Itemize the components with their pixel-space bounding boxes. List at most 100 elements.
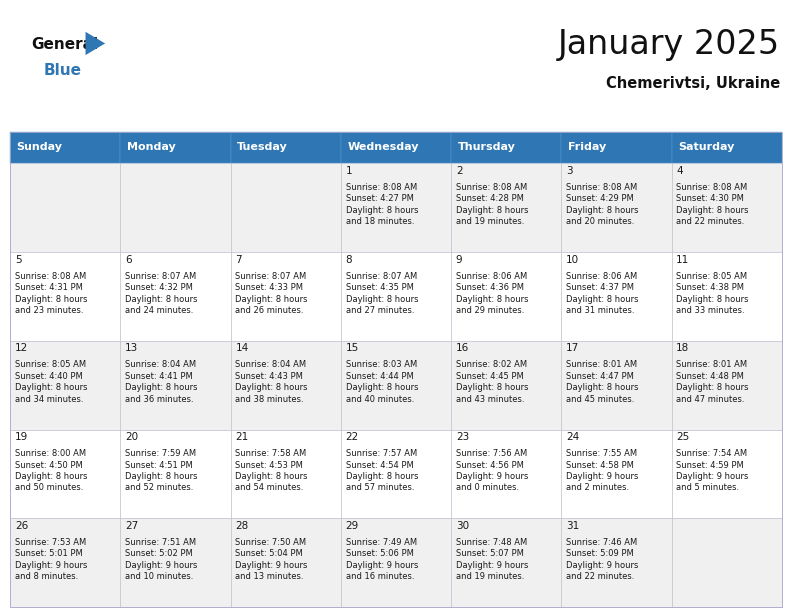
Text: Chemerivtsi, Ukraine: Chemerivtsi, Ukraine: [606, 76, 780, 92]
Text: 5: 5: [15, 255, 21, 264]
Bar: [672, 132, 782, 163]
Bar: [672, 341, 782, 430]
Text: Sunrise: 7:51 AM
Sunset: 5:02 PM
Daylight: 9 hours
and 10 minutes.: Sunrise: 7:51 AM Sunset: 5:02 PM Dayligh…: [125, 538, 198, 581]
Text: Sunrise: 8:01 AM
Sunset: 4:47 PM
Daylight: 8 hours
and 45 minutes.: Sunrise: 8:01 AM Sunset: 4:47 PM Dayligh…: [566, 360, 638, 404]
Bar: [10, 132, 120, 163]
Bar: [341, 252, 451, 341]
Text: 16: 16: [456, 343, 469, 353]
Bar: [10, 252, 120, 341]
Bar: [341, 341, 451, 430]
Bar: [10, 518, 120, 607]
Bar: [451, 252, 562, 341]
Text: 14: 14: [235, 343, 249, 353]
Bar: [120, 341, 230, 430]
Bar: [562, 132, 672, 163]
Bar: [120, 252, 230, 341]
Text: Sunrise: 8:00 AM
Sunset: 4:50 PM
Daylight: 8 hours
and 50 minutes.: Sunrise: 8:00 AM Sunset: 4:50 PM Dayligh…: [15, 449, 88, 493]
Text: 19: 19: [15, 432, 29, 442]
Text: 4: 4: [676, 166, 683, 176]
Text: Monday: Monday: [127, 143, 176, 152]
Text: Sunrise: 7:56 AM
Sunset: 4:56 PM
Daylight: 9 hours
and 0 minutes.: Sunrise: 7:56 AM Sunset: 4:56 PM Dayligh…: [456, 449, 528, 493]
Text: 24: 24: [566, 432, 579, 442]
Text: Sunrise: 8:07 AM
Sunset: 4:33 PM
Daylight: 8 hours
and 26 minutes.: Sunrise: 8:07 AM Sunset: 4:33 PM Dayligh…: [235, 272, 308, 315]
Bar: [451, 163, 562, 252]
Bar: [672, 163, 782, 252]
Text: Sunrise: 8:04 AM
Sunset: 4:41 PM
Daylight: 8 hours
and 36 minutes.: Sunrise: 8:04 AM Sunset: 4:41 PM Dayligh…: [125, 360, 198, 404]
Text: 8: 8: [345, 255, 352, 264]
Text: Sunrise: 7:50 AM
Sunset: 5:04 PM
Daylight: 9 hours
and 13 minutes.: Sunrise: 7:50 AM Sunset: 5:04 PM Dayligh…: [235, 538, 308, 581]
Text: Sunrise: 8:08 AM
Sunset: 4:27 PM
Daylight: 8 hours
and 18 minutes.: Sunrise: 8:08 AM Sunset: 4:27 PM Dayligh…: [345, 183, 418, 226]
Text: 28: 28: [235, 521, 249, 531]
Text: 2: 2: [456, 166, 463, 176]
Text: Saturday: Saturday: [678, 143, 734, 152]
Bar: [230, 518, 341, 607]
Bar: [341, 430, 451, 518]
Text: Sunrise: 7:49 AM
Sunset: 5:06 PM
Daylight: 9 hours
and 16 minutes.: Sunrise: 7:49 AM Sunset: 5:06 PM Dayligh…: [345, 538, 418, 581]
Text: Sunrise: 8:08 AM
Sunset: 4:30 PM
Daylight: 8 hours
and 22 minutes.: Sunrise: 8:08 AM Sunset: 4:30 PM Dayligh…: [676, 183, 748, 226]
Text: January 2025: January 2025: [558, 28, 780, 61]
Text: 23: 23: [456, 432, 469, 442]
Text: 11: 11: [676, 255, 690, 264]
Bar: [230, 163, 341, 252]
Text: 30: 30: [456, 521, 469, 531]
Text: 25: 25: [676, 432, 690, 442]
Text: Sunday: Sunday: [17, 143, 63, 152]
Text: 13: 13: [125, 343, 139, 353]
Bar: [451, 341, 562, 430]
Bar: [672, 518, 782, 607]
Text: 20: 20: [125, 432, 139, 442]
Bar: [451, 430, 562, 518]
Text: 21: 21: [235, 432, 249, 442]
Bar: [120, 163, 230, 252]
Text: 1: 1: [345, 166, 352, 176]
Bar: [451, 132, 562, 163]
Text: Sunrise: 8:06 AM
Sunset: 4:36 PM
Daylight: 8 hours
and 29 minutes.: Sunrise: 8:06 AM Sunset: 4:36 PM Dayligh…: [456, 272, 528, 315]
Text: 15: 15: [345, 343, 359, 353]
Text: 7: 7: [235, 255, 242, 264]
Text: 3: 3: [566, 166, 573, 176]
Bar: [10, 132, 782, 607]
Text: 12: 12: [15, 343, 29, 353]
Text: Sunrise: 8:07 AM
Sunset: 4:32 PM
Daylight: 8 hours
and 24 minutes.: Sunrise: 8:07 AM Sunset: 4:32 PM Dayligh…: [125, 272, 198, 315]
Text: 6: 6: [125, 255, 132, 264]
Text: Sunrise: 7:55 AM
Sunset: 4:58 PM
Daylight: 9 hours
and 2 minutes.: Sunrise: 7:55 AM Sunset: 4:58 PM Dayligh…: [566, 449, 638, 493]
Text: 10: 10: [566, 255, 579, 264]
Bar: [562, 252, 672, 341]
Text: Sunrise: 8:01 AM
Sunset: 4:48 PM
Daylight: 8 hours
and 47 minutes.: Sunrise: 8:01 AM Sunset: 4:48 PM Dayligh…: [676, 360, 748, 404]
Bar: [120, 430, 230, 518]
Text: Sunrise: 8:05 AM
Sunset: 4:38 PM
Daylight: 8 hours
and 33 minutes.: Sunrise: 8:05 AM Sunset: 4:38 PM Dayligh…: [676, 272, 748, 315]
Text: Sunrise: 8:08 AM
Sunset: 4:28 PM
Daylight: 8 hours
and 19 minutes.: Sunrise: 8:08 AM Sunset: 4:28 PM Dayligh…: [456, 183, 528, 226]
Bar: [120, 518, 230, 607]
Text: 31: 31: [566, 521, 579, 531]
Text: Thursday: Thursday: [458, 143, 516, 152]
Text: Wednesday: Wednesday: [347, 143, 419, 152]
Bar: [341, 518, 451, 607]
Text: 26: 26: [15, 521, 29, 531]
Bar: [341, 163, 451, 252]
Text: Sunrise: 7:48 AM
Sunset: 5:07 PM
Daylight: 9 hours
and 19 minutes.: Sunrise: 7:48 AM Sunset: 5:07 PM Dayligh…: [456, 538, 528, 581]
Text: Sunrise: 7:58 AM
Sunset: 4:53 PM
Daylight: 8 hours
and 54 minutes.: Sunrise: 7:58 AM Sunset: 4:53 PM Dayligh…: [235, 449, 308, 493]
Text: Sunrise: 8:08 AM
Sunset: 4:31 PM
Daylight: 8 hours
and 23 minutes.: Sunrise: 8:08 AM Sunset: 4:31 PM Dayligh…: [15, 272, 88, 315]
Bar: [230, 252, 341, 341]
Text: Sunrise: 8:04 AM
Sunset: 4:43 PM
Daylight: 8 hours
and 38 minutes.: Sunrise: 8:04 AM Sunset: 4:43 PM Dayligh…: [235, 360, 308, 404]
Text: Sunrise: 8:05 AM
Sunset: 4:40 PM
Daylight: 8 hours
and 34 minutes.: Sunrise: 8:05 AM Sunset: 4:40 PM Dayligh…: [15, 360, 88, 404]
Bar: [672, 430, 782, 518]
Bar: [120, 132, 230, 163]
Bar: [562, 518, 672, 607]
Text: Sunrise: 7:59 AM
Sunset: 4:51 PM
Daylight: 8 hours
and 52 minutes.: Sunrise: 7:59 AM Sunset: 4:51 PM Dayligh…: [125, 449, 198, 493]
Bar: [341, 132, 451, 163]
Bar: [672, 252, 782, 341]
Bar: [562, 341, 672, 430]
Text: Sunrise: 7:57 AM
Sunset: 4:54 PM
Daylight: 8 hours
and 57 minutes.: Sunrise: 7:57 AM Sunset: 4:54 PM Dayligh…: [345, 449, 418, 493]
Text: Friday: Friday: [568, 143, 606, 152]
Text: 17: 17: [566, 343, 579, 353]
Bar: [562, 163, 672, 252]
Bar: [230, 341, 341, 430]
Bar: [10, 430, 120, 518]
Bar: [230, 430, 341, 518]
Text: Sunrise: 8:06 AM
Sunset: 4:37 PM
Daylight: 8 hours
and 31 minutes.: Sunrise: 8:06 AM Sunset: 4:37 PM Dayligh…: [566, 272, 638, 315]
Text: Sunrise: 7:53 AM
Sunset: 5:01 PM
Daylight: 9 hours
and 8 minutes.: Sunrise: 7:53 AM Sunset: 5:01 PM Dayligh…: [15, 538, 87, 581]
Text: Sunrise: 8:03 AM
Sunset: 4:44 PM
Daylight: 8 hours
and 40 minutes.: Sunrise: 8:03 AM Sunset: 4:44 PM Dayligh…: [345, 360, 418, 404]
Text: Sunrise: 7:54 AM
Sunset: 4:59 PM
Daylight: 9 hours
and 5 minutes.: Sunrise: 7:54 AM Sunset: 4:59 PM Dayligh…: [676, 449, 748, 493]
Polygon shape: [86, 32, 105, 55]
